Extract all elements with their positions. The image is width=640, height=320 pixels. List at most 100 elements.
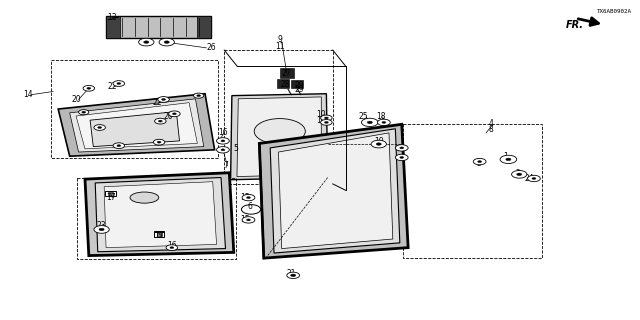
Text: 27: 27 [282, 69, 292, 78]
Circle shape [166, 245, 177, 251]
Circle shape [246, 197, 250, 198]
Text: 7: 7 [223, 161, 228, 170]
Circle shape [154, 139, 165, 145]
Bar [105, 191, 116, 196]
Circle shape [516, 173, 522, 176]
Bar [108, 192, 113, 195]
Text: 22: 22 [152, 98, 162, 107]
Polygon shape [90, 112, 179, 147]
Circle shape [221, 149, 225, 151]
Circle shape [242, 195, 255, 201]
Circle shape [159, 120, 163, 122]
Circle shape [287, 272, 300, 278]
Circle shape [173, 113, 176, 115]
Text: 4: 4 [489, 119, 493, 128]
Circle shape [216, 147, 229, 153]
Polygon shape [85, 173, 234, 256]
Text: 13: 13 [108, 13, 117, 22]
Text: 24: 24 [525, 174, 534, 183]
Circle shape [169, 111, 180, 117]
Polygon shape [230, 94, 328, 180]
Circle shape [242, 217, 255, 223]
Bar [51, 60, 218, 158]
Text: 11: 11 [275, 42, 285, 52]
Text: 16: 16 [218, 128, 228, 137]
Circle shape [221, 140, 225, 142]
Circle shape [500, 155, 516, 164]
Circle shape [477, 161, 481, 163]
Text: 16: 16 [167, 241, 177, 250]
Circle shape [396, 145, 408, 151]
Circle shape [158, 97, 170, 102]
Ellipse shape [254, 119, 305, 144]
Bar [154, 232, 164, 237]
Text: 23: 23 [97, 221, 106, 230]
Text: 12: 12 [317, 116, 326, 125]
Polygon shape [259, 124, 408, 258]
Text: 9: 9 [277, 35, 282, 44]
Circle shape [155, 118, 166, 124]
Circle shape [117, 145, 121, 147]
Circle shape [170, 247, 173, 249]
Text: TX6AB0902A: TX6AB0902A [596, 9, 632, 14]
Circle shape [324, 122, 328, 123]
Circle shape [99, 228, 104, 231]
Bar [157, 233, 162, 236]
Circle shape [324, 117, 328, 119]
Text: 10: 10 [316, 110, 326, 119]
Text: 21: 21 [287, 268, 296, 278]
Circle shape [164, 41, 170, 44]
FancyBboxPatch shape [276, 79, 289, 88]
Bar [197, 16, 211, 38]
Circle shape [527, 175, 540, 182]
Text: 22: 22 [108, 82, 117, 91]
Circle shape [94, 226, 109, 233]
Bar [154, 231, 164, 236]
Polygon shape [270, 129, 400, 253]
Text: 18: 18 [376, 113, 385, 122]
Polygon shape [104, 182, 216, 248]
Polygon shape [278, 133, 393, 249]
Circle shape [196, 95, 200, 97]
Text: 29: 29 [295, 85, 305, 94]
Ellipse shape [130, 192, 159, 203]
Text: 26: 26 [207, 43, 216, 52]
Circle shape [382, 122, 386, 123]
Bar [106, 16, 211, 38]
Text: 15: 15 [240, 193, 250, 202]
Circle shape [157, 141, 161, 143]
Circle shape [396, 154, 408, 161]
FancyBboxPatch shape [291, 80, 303, 88]
Circle shape [371, 140, 387, 148]
Circle shape [159, 38, 174, 46]
Circle shape [193, 93, 204, 98]
Text: 15: 15 [240, 215, 250, 224]
Circle shape [246, 219, 250, 221]
Bar [106, 16, 120, 38]
Text: 3: 3 [476, 159, 481, 168]
Circle shape [376, 143, 381, 145]
Polygon shape [70, 99, 204, 152]
Text: FR.: FR. [566, 20, 584, 29]
Text: 19: 19 [374, 137, 384, 146]
Bar [157, 233, 162, 235]
Polygon shape [76, 103, 197, 149]
Text: 1: 1 [503, 152, 508, 161]
Circle shape [113, 81, 125, 86]
Circle shape [144, 41, 149, 44]
Circle shape [511, 171, 527, 178]
Text: 20: 20 [71, 95, 81, 104]
Bar [224, 50, 333, 184]
Text: 29: 29 [295, 81, 305, 90]
Circle shape [506, 158, 511, 161]
Circle shape [216, 138, 229, 144]
Text: 17: 17 [106, 193, 115, 202]
Text: 25: 25 [358, 113, 368, 122]
Circle shape [473, 158, 486, 165]
Text: 17: 17 [154, 231, 164, 240]
Circle shape [117, 83, 121, 84]
Text: 6: 6 [247, 202, 252, 211]
Circle shape [378, 119, 390, 125]
Circle shape [532, 178, 536, 180]
Circle shape [162, 99, 166, 100]
